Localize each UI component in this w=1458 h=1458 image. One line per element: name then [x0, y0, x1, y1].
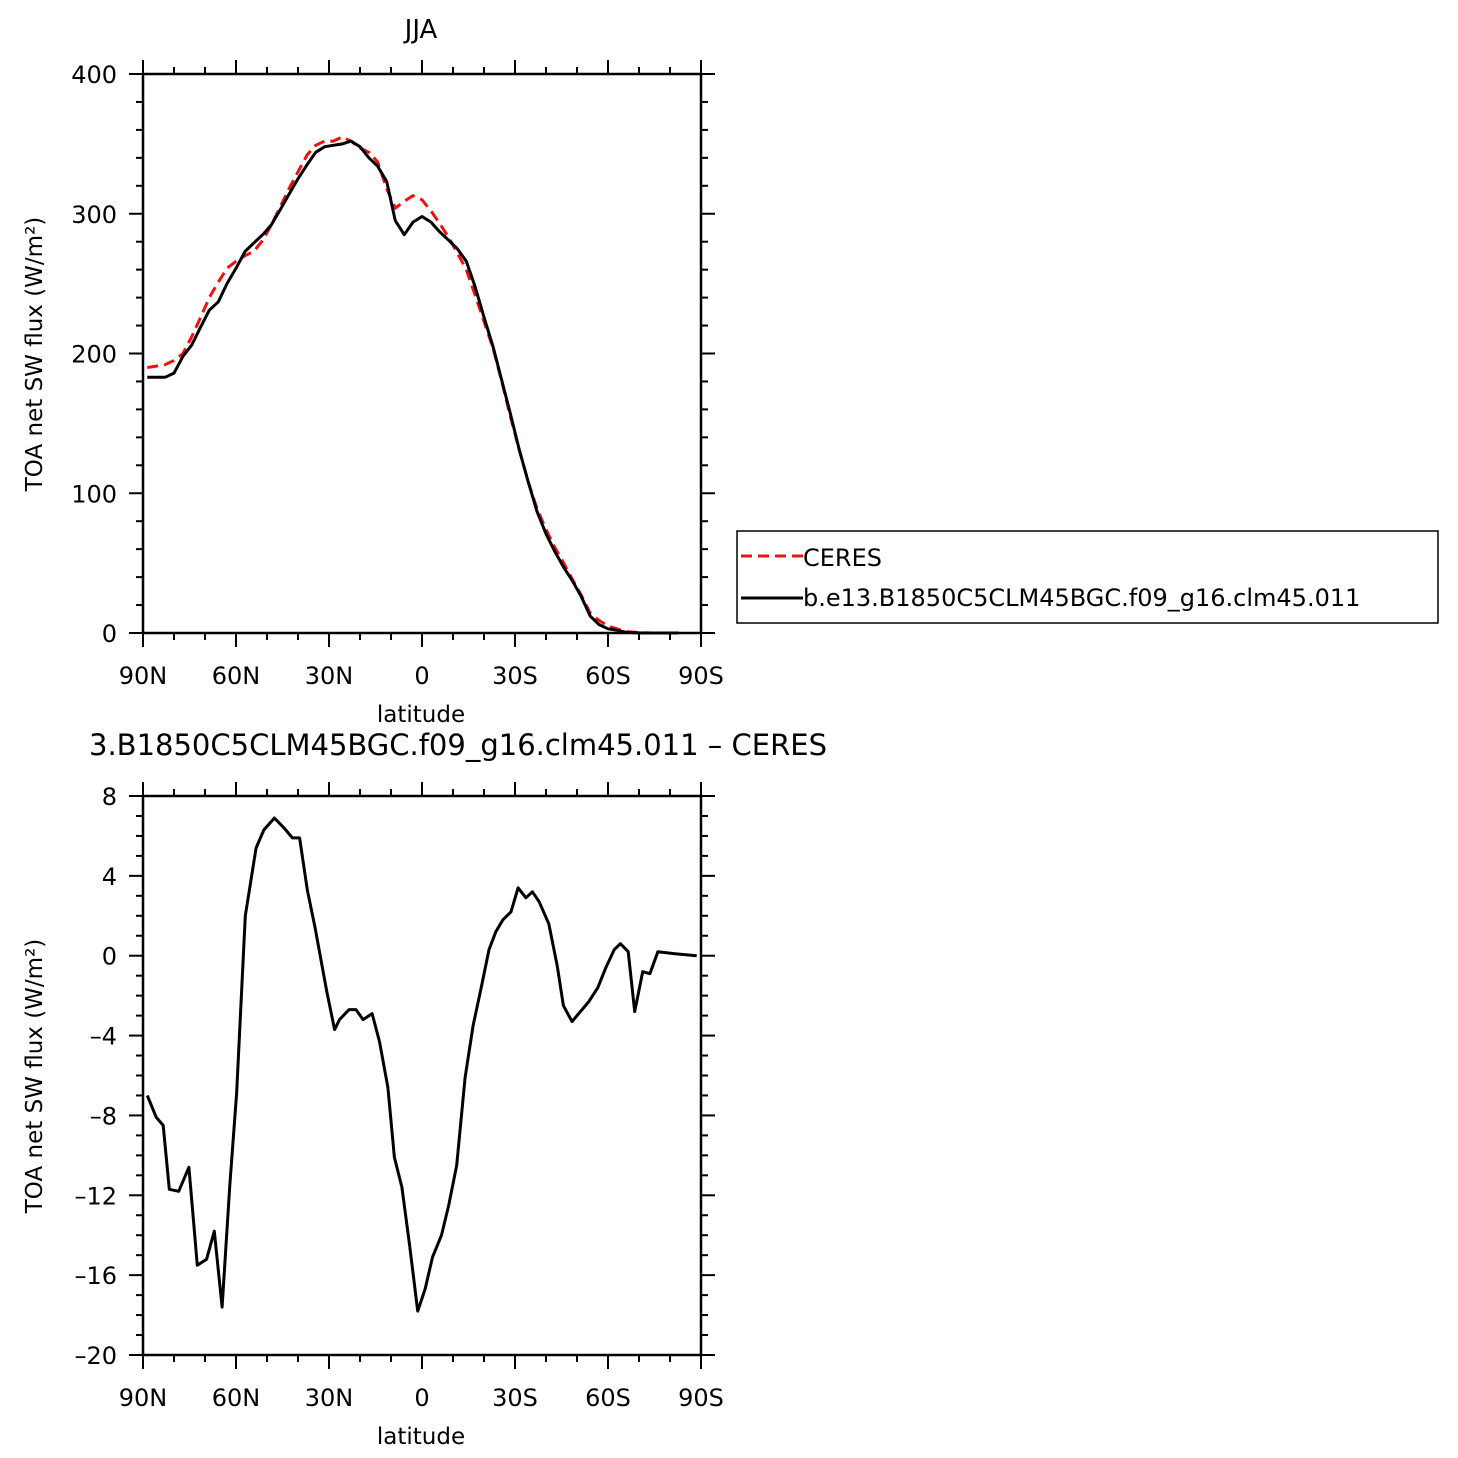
- top-chart-title: JJA: [403, 15, 438, 45]
- top-y-tick-label: 300: [71, 201, 117, 229]
- top-y-tick-label: 400: [71, 61, 117, 89]
- legend-box: [736, 530, 1439, 624]
- top-panel: JJA 90N 60N 30N 0 30S 60S 90S 0 100 200 300 400 la…: [22, 15, 724, 728]
- top-x-tick-label: 30S: [492, 662, 538, 690]
- bottom-x-tick-label: 30N: [305, 1384, 354, 1412]
- bottom-series-lines: [145, 816, 697, 1313]
- bottom-x-tick-labels: 90N 60N 30N 0 30S 60S 90S: [119, 1384, 724, 1412]
- top-x-tick-labels: 90N 60N 30N 0 30S 60S 90S: [119, 662, 724, 690]
- top-y-tick-labels: 0 100 200 300 400: [71, 61, 117, 648]
- top-x-axis-label: latitude: [377, 702, 465, 728]
- bottom-axis-ticks: [129, 782, 715, 1369]
- bottom-chart-title: 3.B1850C5CLM45BGC.f09_g16.clm45.011 – CE…: [89, 728, 827, 762]
- legend: CERES b.e13.B1850C5CLM45BGC.f09_g16.clm4…: [736, 530, 1439, 624]
- bottom-y-tick-label: –4: [90, 1023, 117, 1051]
- bottom-panel: 3.B1850C5CLM45BGC.f09_g16.clm45.011 – CE…: [22, 728, 827, 1450]
- bottom-y-tick-label: 8: [102, 783, 117, 811]
- bottom-y-tick-label: 0: [102, 943, 117, 971]
- top-x-tick-label: 60N: [212, 662, 261, 690]
- bottom-x-tick-label: 0: [414, 1384, 429, 1412]
- bottom-y-axis-label: TOA net SW flux (W/m²): [22, 939, 48, 1215]
- top-y-tick-label: 100: [71, 480, 117, 508]
- top-x-tick-label: 90N: [119, 662, 168, 690]
- bottom-y-tick-label: –20: [74, 1342, 117, 1370]
- bottom-y-tick-label: –16: [74, 1262, 117, 1290]
- bottom-x-axis-label: latitude: [377, 1424, 465, 1450]
- top-x-tick-label: 30N: [305, 662, 354, 690]
- top-axis-ticks: [129, 60, 715, 647]
- top-y-tick-label: 0: [102, 620, 117, 648]
- top-x-tick-label: 0: [414, 662, 429, 690]
- top-y-tick-label: 200: [71, 341, 117, 369]
- top-y-axis-label: TOA net SW flux (W/m²): [22, 217, 48, 493]
- bottom-y-tick-label: –12: [74, 1182, 117, 1210]
- bottom-x-tick-label: 90N: [119, 1384, 168, 1412]
- bottom-x-tick-label: 30S: [492, 1384, 538, 1412]
- legend-label-ceres: CERES: [803, 544, 882, 572]
- top-series-line-1: [147, 139, 679, 635]
- top-x-tick-label: 90S: [678, 662, 724, 690]
- top-series-line-0: [147, 135, 679, 635]
- bottom-plot-frame: [141, 794, 703, 1357]
- bottom-x-tick-label: 90S: [678, 1384, 724, 1412]
- bottom-x-tick-label: 60N: [212, 1384, 261, 1412]
- bottom-series-line-0: [145, 816, 697, 1313]
- top-series-lines: [147, 135, 679, 635]
- bottom-y-tick-label: –8: [90, 1102, 117, 1130]
- bottom-x-tick-label: 60S: [585, 1384, 631, 1412]
- bottom-y-tick-labels: –20 –16 –12 –8 –4 0 4 8: [74, 783, 117, 1370]
- bottom-y-tick-label: 4: [102, 863, 117, 891]
- top-plot-frame: [141, 72, 703, 635]
- legend-label-model: b.e13.B1850C5CLM45BGC.f09_g16.clm45.011: [803, 584, 1360, 612]
- top-x-tick-label: 60S: [585, 662, 631, 690]
